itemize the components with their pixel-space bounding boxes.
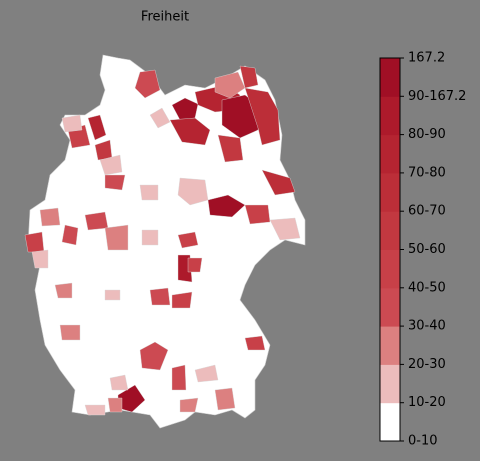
district-region (84, 404, 106, 416)
district-region (109, 374, 129, 391)
colorbar-label: 60-70 (408, 204, 446, 219)
district-region (54, 282, 73, 299)
district-region (217, 134, 244, 163)
district-region (87, 114, 107, 141)
district-region (194, 364, 219, 383)
district-region (244, 335, 266, 351)
district-region (269, 217, 301, 241)
district-region (39, 207, 61, 227)
district-region (244, 204, 271, 225)
district-region (187, 257, 203, 273)
district-region (169, 117, 211, 146)
colorbar-label: 20-30 (408, 357, 446, 372)
colorbar-label: 10-20 (408, 395, 446, 410)
district-region (31, 249, 49, 269)
colorbar-label: 0-10 (408, 434, 438, 449)
district-region (214, 387, 236, 411)
district-region (177, 231, 199, 249)
colorbar-segment (380, 134, 400, 174)
colorbar-segment (380, 402, 400, 442)
district-region (99, 154, 123, 176)
colorbar-segment (380, 249, 400, 289)
colorbar-segment (380, 96, 400, 136)
district-region (139, 341, 169, 371)
colorbar-label: 30-40 (408, 319, 446, 334)
district-region (171, 364, 187, 391)
district-region (141, 229, 159, 246)
district-region (84, 211, 109, 231)
colorbar-segment (380, 326, 400, 365)
district-region (61, 114, 83, 133)
colorbar-segment (380, 287, 400, 327)
colorbar-frame (379, 57, 401, 442)
colorbar-label: 90-167.2 (408, 89, 466, 104)
colorbar-label: 70-80 (408, 165, 446, 180)
district-region (214, 71, 246, 99)
colorbar-segment (380, 58, 400, 97)
district-region (104, 224, 129, 251)
colorbar-label: 167.2 (408, 51, 445, 66)
district-region (171, 291, 193, 309)
district-region (139, 184, 159, 201)
district-region (261, 169, 296, 196)
district-region (149, 287, 171, 306)
district-region (239, 65, 259, 89)
district-region (171, 97, 199, 121)
district-region (24, 231, 45, 253)
colorbar-label: 50-60 (408, 242, 446, 257)
district-region (149, 107, 171, 129)
district-region (179, 397, 199, 413)
colorbar-segment (380, 211, 400, 250)
colorbar-label: 40-50 (408, 280, 446, 295)
district-region (59, 324, 81, 341)
district-region (104, 174, 126, 191)
colorbar-segment (380, 172, 400, 212)
district-region (177, 177, 209, 206)
colorbar-segment (380, 364, 400, 404)
district-region (134, 69, 161, 99)
district-region (104, 289, 121, 301)
district-region (107, 397, 123, 413)
colorbar-label: 80-90 (408, 127, 446, 142)
germany-map (24, 54, 306, 429)
district-region (244, 87, 281, 146)
district-region (207, 194, 246, 218)
map-title: Freiheit (141, 10, 189, 25)
district-region (61, 224, 79, 246)
colorbar: 0-10 10-20 20-30 30-40 40-50 50-60 60-70 70-80 8… (380, 51, 466, 449)
